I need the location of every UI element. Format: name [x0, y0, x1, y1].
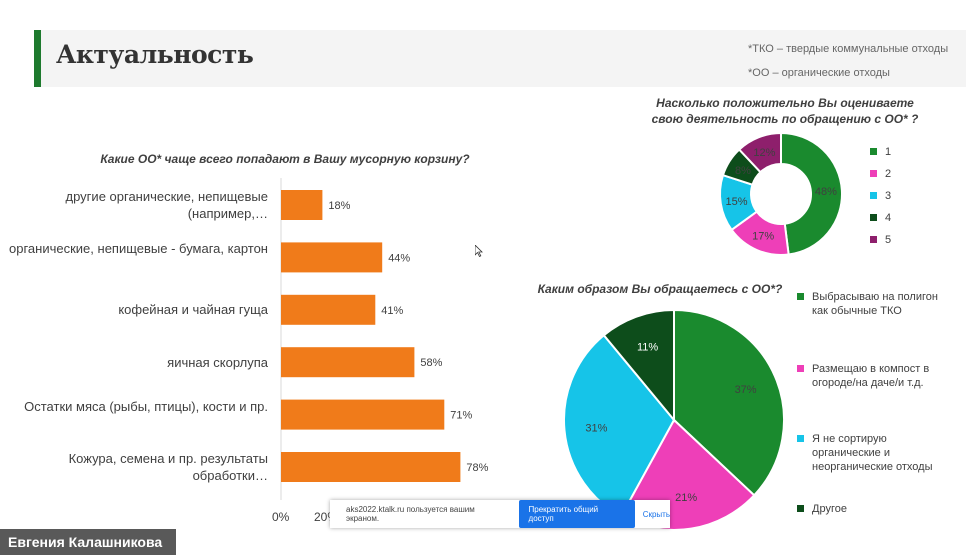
- donut-legend-label-4: 5: [885, 234, 892, 246]
- footnote-oo: *ОО – органические отходы: [748, 67, 890, 79]
- screen-share-notification: aks2022.ktalk.ru пользуется вашим экрано…: [330, 500, 670, 528]
- bar-1: [281, 242, 383, 273]
- donut-value-label-4: 12%: [753, 147, 775, 159]
- bar-2: [281, 294, 376, 325]
- donut-legend-swatch-3: [870, 214, 877, 221]
- pie-legend-item-2: Я не сортирую органические и неорганичес…: [797, 432, 947, 474]
- donut-value-label-0: 48%: [815, 186, 837, 198]
- donut-legend-swatch-2: [870, 192, 877, 199]
- bar-category-label-5: Кожура, семена и пр. результаты обработк…: [68, 451, 268, 483]
- donut-legend-label-3: 4: [885, 212, 892, 224]
- bar-value-label-4: 71%: [450, 410, 472, 422]
- pie-legend-label-3: Другое: [812, 503, 847, 515]
- donut-legend-swatch-4: [870, 236, 877, 243]
- pie-legend-swatch-1: [797, 365, 804, 372]
- bar-4: [281, 399, 445, 430]
- donut-legend-item-3: 4: [870, 211, 910, 225]
- pie-value-label-2: 31%: [585, 422, 607, 434]
- bar-value-label-3: 58%: [420, 357, 442, 369]
- x-tick-label-0: 0%: [272, 510, 290, 524]
- donut-legend-item-0: 1: [870, 145, 910, 159]
- bar-category-label-3: яичная скорлупа: [167, 354, 268, 370]
- pie-chart-title: Каким образом Вы обращаетесь с ОО*?: [537, 282, 783, 296]
- bar-category-label-4: Остатки мяса (рыбы, птицы), кости и пр.: [24, 398, 268, 414]
- pie-value-label-3: 11%: [637, 342, 658, 354]
- bar-0: [281, 190, 323, 220]
- bar-value-label-5: 78%: [466, 462, 488, 474]
- pie-slice-0: [673, 308, 785, 497]
- bar-category-label-2: кофейная и чайная гуща: [118, 302, 268, 318]
- bar-value-label-1: 44%: [388, 252, 410, 264]
- hide-share-bar-link[interactable]: Скрыть: [642, 509, 670, 519]
- bar-category-label-1: органические, непищевые - бумага, картон: [9, 241, 268, 257]
- pie-value-label-0: 37%: [735, 384, 757, 396]
- donut-value-label-2: 15%: [726, 196, 748, 208]
- donut-legend-swatch-0: [870, 148, 877, 155]
- pie-slice-3: [602, 308, 675, 423]
- footnote-tko: *ТКО – твердые коммунальные отходы: [748, 43, 949, 55]
- donut-slice-0: [780, 131, 843, 256]
- donut-legend-swatch-1: [870, 170, 877, 177]
- donut-value-label-3: 8%: [735, 165, 751, 177]
- donut-value-label-1: 17%: [752, 230, 774, 242]
- mouse-cursor-icon: [475, 245, 483, 257]
- donut-legend-item-4: 5: [870, 233, 910, 247]
- pie-legend-label-2: Я не сортирую органические и неорганичес…: [812, 433, 933, 473]
- bar-5: [281, 452, 461, 482]
- donut-legend-item-2: 3: [870, 189, 910, 203]
- header-accent-stripe: [34, 30, 41, 87]
- donut-legend-label-2: 3: [885, 190, 892, 202]
- donut-legend-label-0: 1: [885, 146, 892, 158]
- pie-legend-swatch-0: [797, 293, 804, 300]
- bar-3: [281, 347, 415, 378]
- header-bar: [34, 30, 966, 87]
- donut-legend-item-1: 2: [870, 167, 910, 181]
- share-message: aks2022.ktalk.ru пользуется вашим экрано…: [346, 505, 475, 523]
- pie-legend-swatch-3: [797, 505, 804, 512]
- pie-legend-item-3: Другое: [797, 502, 947, 516]
- donut-slice-4: [737, 131, 782, 174]
- stop-sharing-button[interactable]: Прекратить общий доступ: [518, 500, 635, 528]
- donut-legend-label-1: 2: [885, 168, 892, 180]
- bar-chart-title: Какие ОО* чаще всего попадают в Вашу мус…: [100, 152, 470, 166]
- bar-value-label-2: 41%: [381, 305, 403, 317]
- participant-name-tag: Евгения Калашникова: [0, 529, 176, 555]
- slide-title: Актуальность: [56, 40, 254, 69]
- pie-legend-item-0: Выбрасываю на полигон как обычные ТКО: [797, 290, 947, 318]
- pie-legend-label-0: Выбрасываю на полигон как обычные ТКО: [812, 291, 938, 317]
- bar-value-label-0: 18%: [328, 200, 350, 212]
- pie-legend-item-1: Размещаю в компост в огороде/на даче/и т…: [797, 362, 947, 390]
- pie-legend-swatch-2: [797, 435, 804, 442]
- donut-chart-title: Насколько положительно Вы оцениваете сво…: [651, 96, 919, 126]
- pie-value-label-1: 21%: [675, 492, 697, 504]
- pie-legend-label-1: Размещаю в компост в огороде/на даче/и т…: [812, 363, 930, 389]
- bar-category-label-0: другие органические, непищевые (например…: [65, 189, 268, 221]
